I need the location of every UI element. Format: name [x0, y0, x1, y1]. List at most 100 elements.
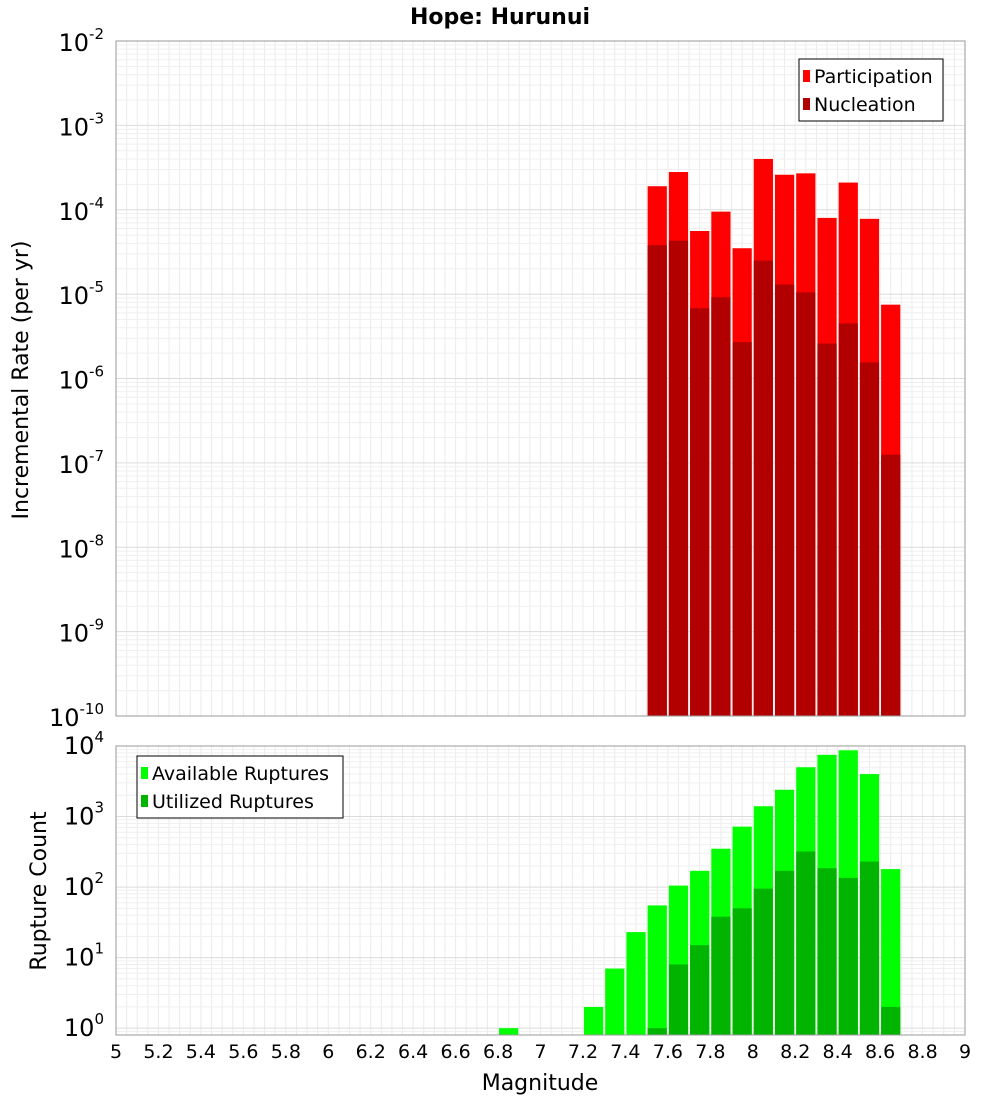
x-tick-label: 6.6	[440, 1041, 470, 1063]
x-tick-label: 7.8	[695, 1041, 725, 1063]
x-axis-label: Magnitude	[482, 1071, 599, 1096]
y-tick-base: 10	[58, 535, 89, 563]
y-tick-base: 10	[58, 198, 89, 226]
x-tick-label: 5	[110, 1041, 122, 1063]
bar	[881, 1006, 901, 1035]
legend-swatch	[141, 767, 148, 779]
bar	[605, 968, 625, 1035]
y-tick-exponent: -7	[89, 447, 104, 465]
bar	[881, 454, 901, 716]
top-plot-area: 10-210-310-410-510-610-710-810-910-10Par…	[49, 25, 966, 732]
x-tick-label: 9	[959, 1041, 971, 1063]
legend: Participation Nucleation	[798, 58, 944, 122]
legend-label: Available Ruptures	[152, 763, 329, 785]
plot-frame	[115, 40, 966, 717]
bar	[668, 964, 689, 1035]
y-tick-label: 10-7	[58, 447, 104, 479]
y-tick-exponent: 2	[94, 869, 104, 887]
bar	[796, 851, 816, 1035]
y-tick-label: 101	[64, 940, 104, 972]
legend-label: Nucleation	[814, 94, 916, 116]
bar	[626, 932, 646, 1035]
x-tick-label: 7.2	[568, 1041, 598, 1063]
bar	[668, 240, 689, 717]
y-tick-exponent: -4	[89, 194, 104, 212]
x-tick-label: 5.2	[143, 1041, 173, 1063]
y-tick-label: 100	[64, 1010, 104, 1042]
bar	[753, 888, 773, 1035]
y-tick-base: 10	[64, 803, 95, 831]
bar	[774, 284, 795, 716]
bar	[838, 323, 858, 716]
series-utilized-ruptures	[647, 851, 901, 1035]
y-tick-label: 10-10	[49, 700, 104, 732]
bar	[711, 297, 731, 716]
bar	[881, 869, 901, 1035]
x-tick-label: 6.8	[483, 1041, 513, 1063]
y-tick-exponent: -3	[89, 109, 104, 127]
bar	[859, 362, 880, 716]
y-tick-exponent: 4	[94, 728, 104, 746]
y-tick-label: 10-3	[58, 109, 104, 141]
bar	[583, 1006, 604, 1035]
y-tick-exponent: -2	[89, 25, 104, 43]
bar	[647, 245, 667, 717]
bar	[690, 308, 710, 716]
bar	[859, 861, 880, 1035]
bar	[732, 342, 752, 716]
legend-box	[136, 755, 344, 819]
x-tick-labels: 5 5.2 5.4 5.6 5.8 6 6.2 6.4 6.6 6.8 7 7.2 7.4 7.6 7.8 8…	[110, 1041, 971, 1063]
plot-frame	[115, 745, 966, 1036]
bar	[690, 945, 710, 1035]
x-tick-label: 5.8	[271, 1041, 301, 1063]
bar	[711, 916, 731, 1035]
y-tick-base: 10	[58, 282, 89, 310]
bar	[817, 868, 837, 1035]
bar	[838, 877, 858, 1035]
bottom-y-axis-label: Rupture Count	[27, 811, 52, 971]
y-tick-base: 10	[58, 29, 89, 57]
series-nucleation	[647, 240, 901, 717]
y-tick-label: 10-8	[58, 531, 104, 563]
x-tick-label: 6.2	[356, 1041, 386, 1063]
y-tick-exponent: -5	[89, 278, 104, 296]
y-tick-label: 10-2	[58, 25, 104, 57]
legend-swatch	[803, 98, 810, 110]
y-tick-base: 10	[64, 732, 95, 760]
bar	[753, 260, 773, 716]
bar	[817, 343, 837, 716]
y-tick-label: 103	[64, 799, 104, 831]
bar	[796, 292, 816, 716]
legend-box	[798, 58, 944, 122]
y-tick-exponent: 3	[94, 799, 104, 817]
y-tick-base: 10	[49, 704, 80, 732]
legend-label: Participation	[814, 66, 933, 88]
bar	[647, 1028, 667, 1035]
x-tick-label: 5.4	[186, 1041, 216, 1063]
x-tick-label: 8.6	[865, 1041, 895, 1063]
legend-label: Utilized Ruptures	[152, 791, 314, 813]
y-tick-label: 10-5	[58, 278, 104, 310]
y-tick-exponent: 1	[94, 940, 104, 958]
y-tick-label: 10-6	[58, 363, 104, 395]
bar	[647, 905, 667, 1035]
legend-swatch	[141, 795, 148, 807]
bar	[732, 908, 752, 1035]
y-tick-exponent: 0	[94, 1010, 104, 1028]
y-tick-base: 10	[58, 620, 89, 648]
grid-lines	[115, 41, 966, 717]
x-tick-label: 7.6	[653, 1041, 683, 1063]
x-tick-label: 7.4	[610, 1041, 640, 1063]
y-tick-label: 104	[64, 728, 104, 760]
y-tick-label: 10-4	[58, 194, 104, 226]
y-tick-base: 10	[58, 367, 89, 395]
x-tick-label: 8	[747, 1041, 759, 1063]
y-tick-exponent: -9	[89, 616, 104, 634]
x-tick-label: 8.4	[823, 1041, 853, 1063]
x-tick-label: 8.2	[780, 1041, 810, 1063]
x-tick-label: 6	[322, 1041, 334, 1063]
y-tick-label: 10-9	[58, 616, 104, 648]
y-tick-exponent: -8	[89, 531, 104, 549]
